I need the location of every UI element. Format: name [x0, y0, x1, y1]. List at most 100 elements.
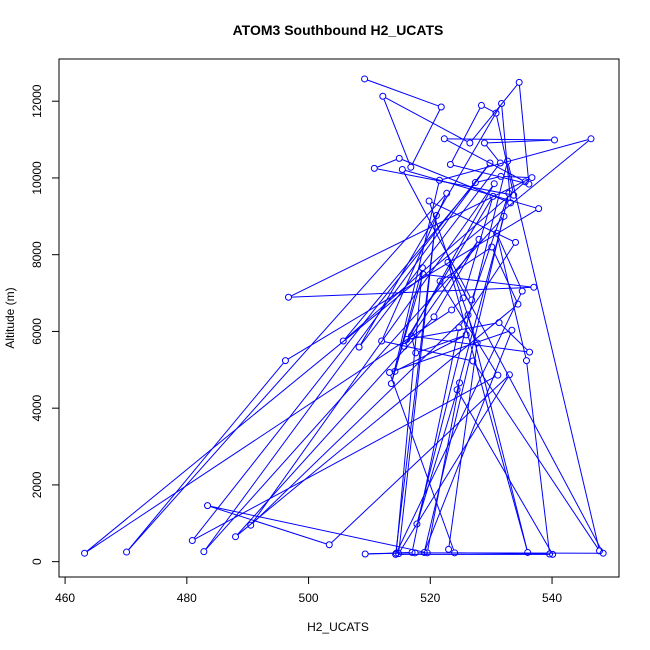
series-segment	[526, 363, 550, 552]
data-point	[488, 243, 496, 251]
data-point	[420, 548, 428, 556]
data-point	[387, 380, 395, 388]
series-segment	[368, 552, 410, 555]
series-segment	[252, 185, 493, 524]
series-segment	[405, 241, 478, 345]
data-point	[473, 339, 481, 347]
series-segment	[367, 79, 439, 107]
data-point	[398, 166, 406, 174]
series-segment	[237, 305, 516, 536]
series-segment	[453, 164, 527, 184]
data-point	[455, 324, 463, 332]
data-point	[550, 136, 558, 144]
series-segment	[417, 163, 508, 522]
series-segment	[503, 176, 529, 178]
data-point	[188, 537, 196, 545]
data-point	[505, 189, 513, 197]
series-segment	[86, 311, 450, 552]
plot-frame	[58, 58, 620, 578]
series-segment	[472, 195, 509, 298]
data-point	[471, 179, 479, 187]
data-point	[498, 100, 506, 108]
data-point	[419, 270, 427, 278]
data-point	[462, 331, 470, 339]
series-segment	[399, 377, 509, 552]
data-point	[418, 264, 426, 272]
series-segment	[448, 264, 603, 551]
data-point	[490, 180, 498, 188]
data-point	[480, 139, 488, 147]
y-tick-label: 12000	[30, 84, 44, 118]
data-point	[204, 502, 212, 510]
data-point	[526, 348, 534, 356]
data-point	[528, 174, 536, 182]
series-segment	[463, 199, 493, 296]
series-segment	[397, 335, 464, 371]
y-tick-label: 10000	[30, 161, 44, 195]
data-point	[232, 533, 240, 541]
data-point	[514, 300, 522, 308]
data-point	[468, 296, 476, 304]
data-point	[587, 135, 595, 143]
series-segment	[471, 84, 518, 142]
series-segment	[457, 219, 504, 387]
series-segment	[418, 335, 464, 353]
data-point	[486, 159, 494, 167]
series-segment	[205, 165, 489, 550]
chart-title: ATOM3 Southbound H2_UCATS	[233, 22, 444, 38]
data-point	[459, 294, 467, 302]
series-segment	[492, 249, 518, 302]
data-point	[596, 547, 604, 555]
series-segment	[496, 115, 514, 193]
series-segment	[345, 183, 524, 340]
data-point	[379, 92, 387, 100]
y-tick-label: 0	[30, 558, 44, 565]
series-segment	[451, 107, 481, 163]
series-segment	[205, 218, 503, 550]
series-segment	[128, 362, 284, 551]
data-point	[247, 521, 255, 529]
data-point	[505, 371, 513, 379]
y-tick-label: 8000	[30, 241, 44, 268]
data-point	[395, 154, 403, 162]
data-point	[512, 238, 520, 246]
series-segment	[383, 98, 411, 165]
data-point	[425, 197, 433, 205]
data-point	[284, 293, 292, 301]
data-point	[325, 541, 333, 549]
y-axis-label: Altitude (m)	[3, 287, 17, 348]
data-point	[378, 337, 386, 345]
series-segment	[390, 375, 455, 551]
series-segment	[429, 203, 477, 341]
y-axis: 0 2000 4000 6000 8000 10000 12000	[30, 84, 60, 565]
x-tick-label: 460	[55, 591, 75, 605]
data-point	[413, 520, 421, 528]
data-point	[430, 313, 438, 321]
data-point	[521, 178, 529, 186]
data-point	[411, 549, 419, 557]
data-point	[403, 335, 411, 343]
series-segment	[417, 385, 460, 522]
data-point	[436, 277, 444, 285]
series-segment	[496, 236, 527, 358]
data-point	[200, 548, 208, 556]
data-point	[437, 103, 445, 111]
series-segment	[442, 248, 490, 280]
series-segment	[483, 106, 494, 113]
data-point	[407, 163, 415, 171]
series-segment	[291, 286, 531, 298]
series-segment	[427, 385, 460, 550]
data-point	[445, 545, 453, 553]
data-point	[599, 549, 607, 557]
series-segment	[485, 145, 499, 161]
data-point	[81, 549, 89, 557]
series-segment	[210, 505, 425, 553]
data-point	[522, 357, 530, 365]
x-axis-label: H2_UCATS	[307, 620, 369, 634]
data-point	[477, 101, 485, 109]
data-point	[444, 258, 452, 266]
series-segment	[193, 165, 489, 539]
series-segment	[507, 163, 600, 549]
data-point	[446, 161, 454, 169]
data-point	[443, 189, 451, 197]
